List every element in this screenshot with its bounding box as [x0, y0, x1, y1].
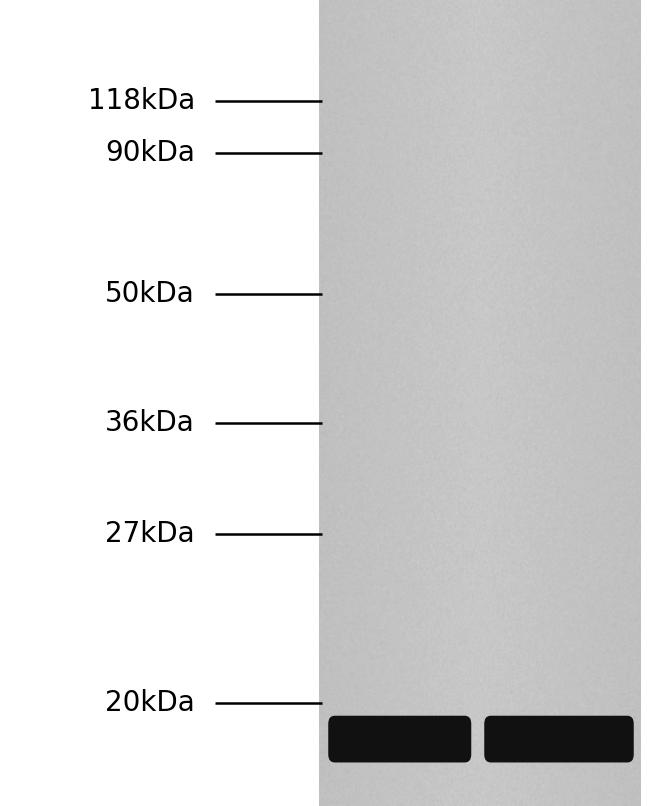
FancyBboxPatch shape [484, 716, 634, 762]
Text: 36kDa: 36kDa [105, 409, 195, 437]
Text: 27kDa: 27kDa [105, 520, 195, 547]
Text: 20kDa: 20kDa [105, 689, 195, 717]
Text: 118kDa: 118kDa [88, 87, 195, 114]
Text: 50kDa: 50kDa [105, 280, 195, 308]
Text: 90kDa: 90kDa [105, 139, 195, 167]
FancyBboxPatch shape [328, 716, 471, 762]
